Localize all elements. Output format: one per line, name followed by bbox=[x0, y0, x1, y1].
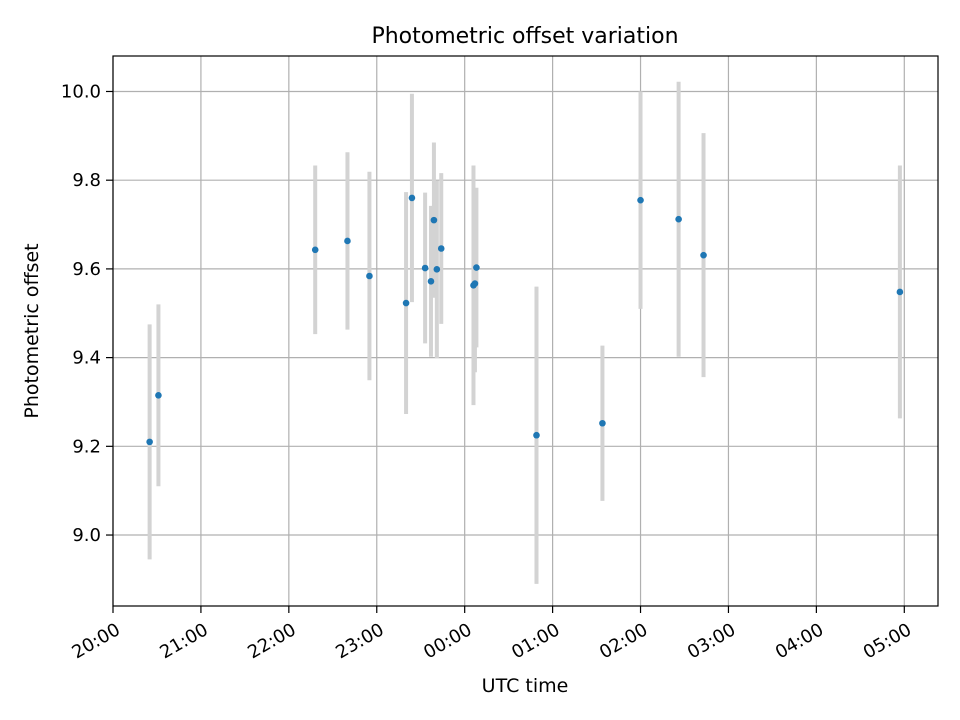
x-axis-ticks: 20:00 21:00 22:00 23:00 00:00 01:00 02:00 03:00… bbox=[68, 606, 915, 663]
data-point bbox=[155, 392, 162, 399]
data-point bbox=[408, 194, 416, 202]
data-point bbox=[344, 237, 351, 245]
y-tick-label: 9.2 bbox=[72, 436, 101, 457]
chart-title: Photometric offset variation bbox=[371, 24, 678, 49]
error-bars bbox=[147, 81, 902, 584]
x-tick-label: 03:00 bbox=[684, 619, 739, 663]
data-point bbox=[421, 264, 429, 272]
data-point bbox=[402, 299, 410, 307]
x-tick-label: 04:00 bbox=[772, 619, 827, 663]
x-axis-label: UTC time bbox=[482, 675, 569, 697]
x-tick-label: 02:00 bbox=[596, 619, 651, 663]
x-tick-label: 00:00 bbox=[420, 619, 475, 663]
data-point bbox=[311, 246, 319, 254]
data-point bbox=[675, 215, 682, 223]
data-point bbox=[599, 419, 606, 427]
data-point bbox=[366, 272, 373, 280]
data-point bbox=[896, 288, 904, 296]
data-point bbox=[473, 264, 480, 271]
data-points bbox=[146, 194, 904, 446]
data-point bbox=[427, 278, 435, 285]
y-tick-label: 9.0 bbox=[72, 525, 101, 546]
y-tick-label: 9.6 bbox=[72, 259, 101, 280]
x-tick-label: 20:00 bbox=[68, 619, 123, 663]
x-tick-label: 01:00 bbox=[508, 619, 563, 663]
plot-frame bbox=[112, 55, 939, 607]
y-tick-label: 9.8 bbox=[72, 170, 101, 191]
y-axis-ticks: 9.0 9.2 9.4 9.6 9.8 10.0 bbox=[61, 81, 113, 546]
data-point bbox=[433, 266, 441, 273]
data-point bbox=[437, 245, 445, 252]
x-tick-label: 23:00 bbox=[332, 619, 387, 663]
data-point bbox=[637, 196, 644, 204]
y-tick-label: 9.4 bbox=[72, 348, 101, 369]
x-tick-label: 22:00 bbox=[244, 619, 299, 663]
data-point bbox=[430, 216, 438, 224]
data-point bbox=[471, 280, 479, 287]
y-tick-label: 10.0 bbox=[61, 81, 101, 102]
grid bbox=[112, 56, 938, 606]
x-tick-label: 05:00 bbox=[860, 619, 915, 663]
y-axis-label: Photometric offset bbox=[21, 243, 43, 418]
x-tick-label: 21:00 bbox=[156, 619, 211, 663]
data-point bbox=[533, 431, 540, 439]
data-point bbox=[700, 251, 707, 259]
data-point bbox=[146, 438, 153, 446]
